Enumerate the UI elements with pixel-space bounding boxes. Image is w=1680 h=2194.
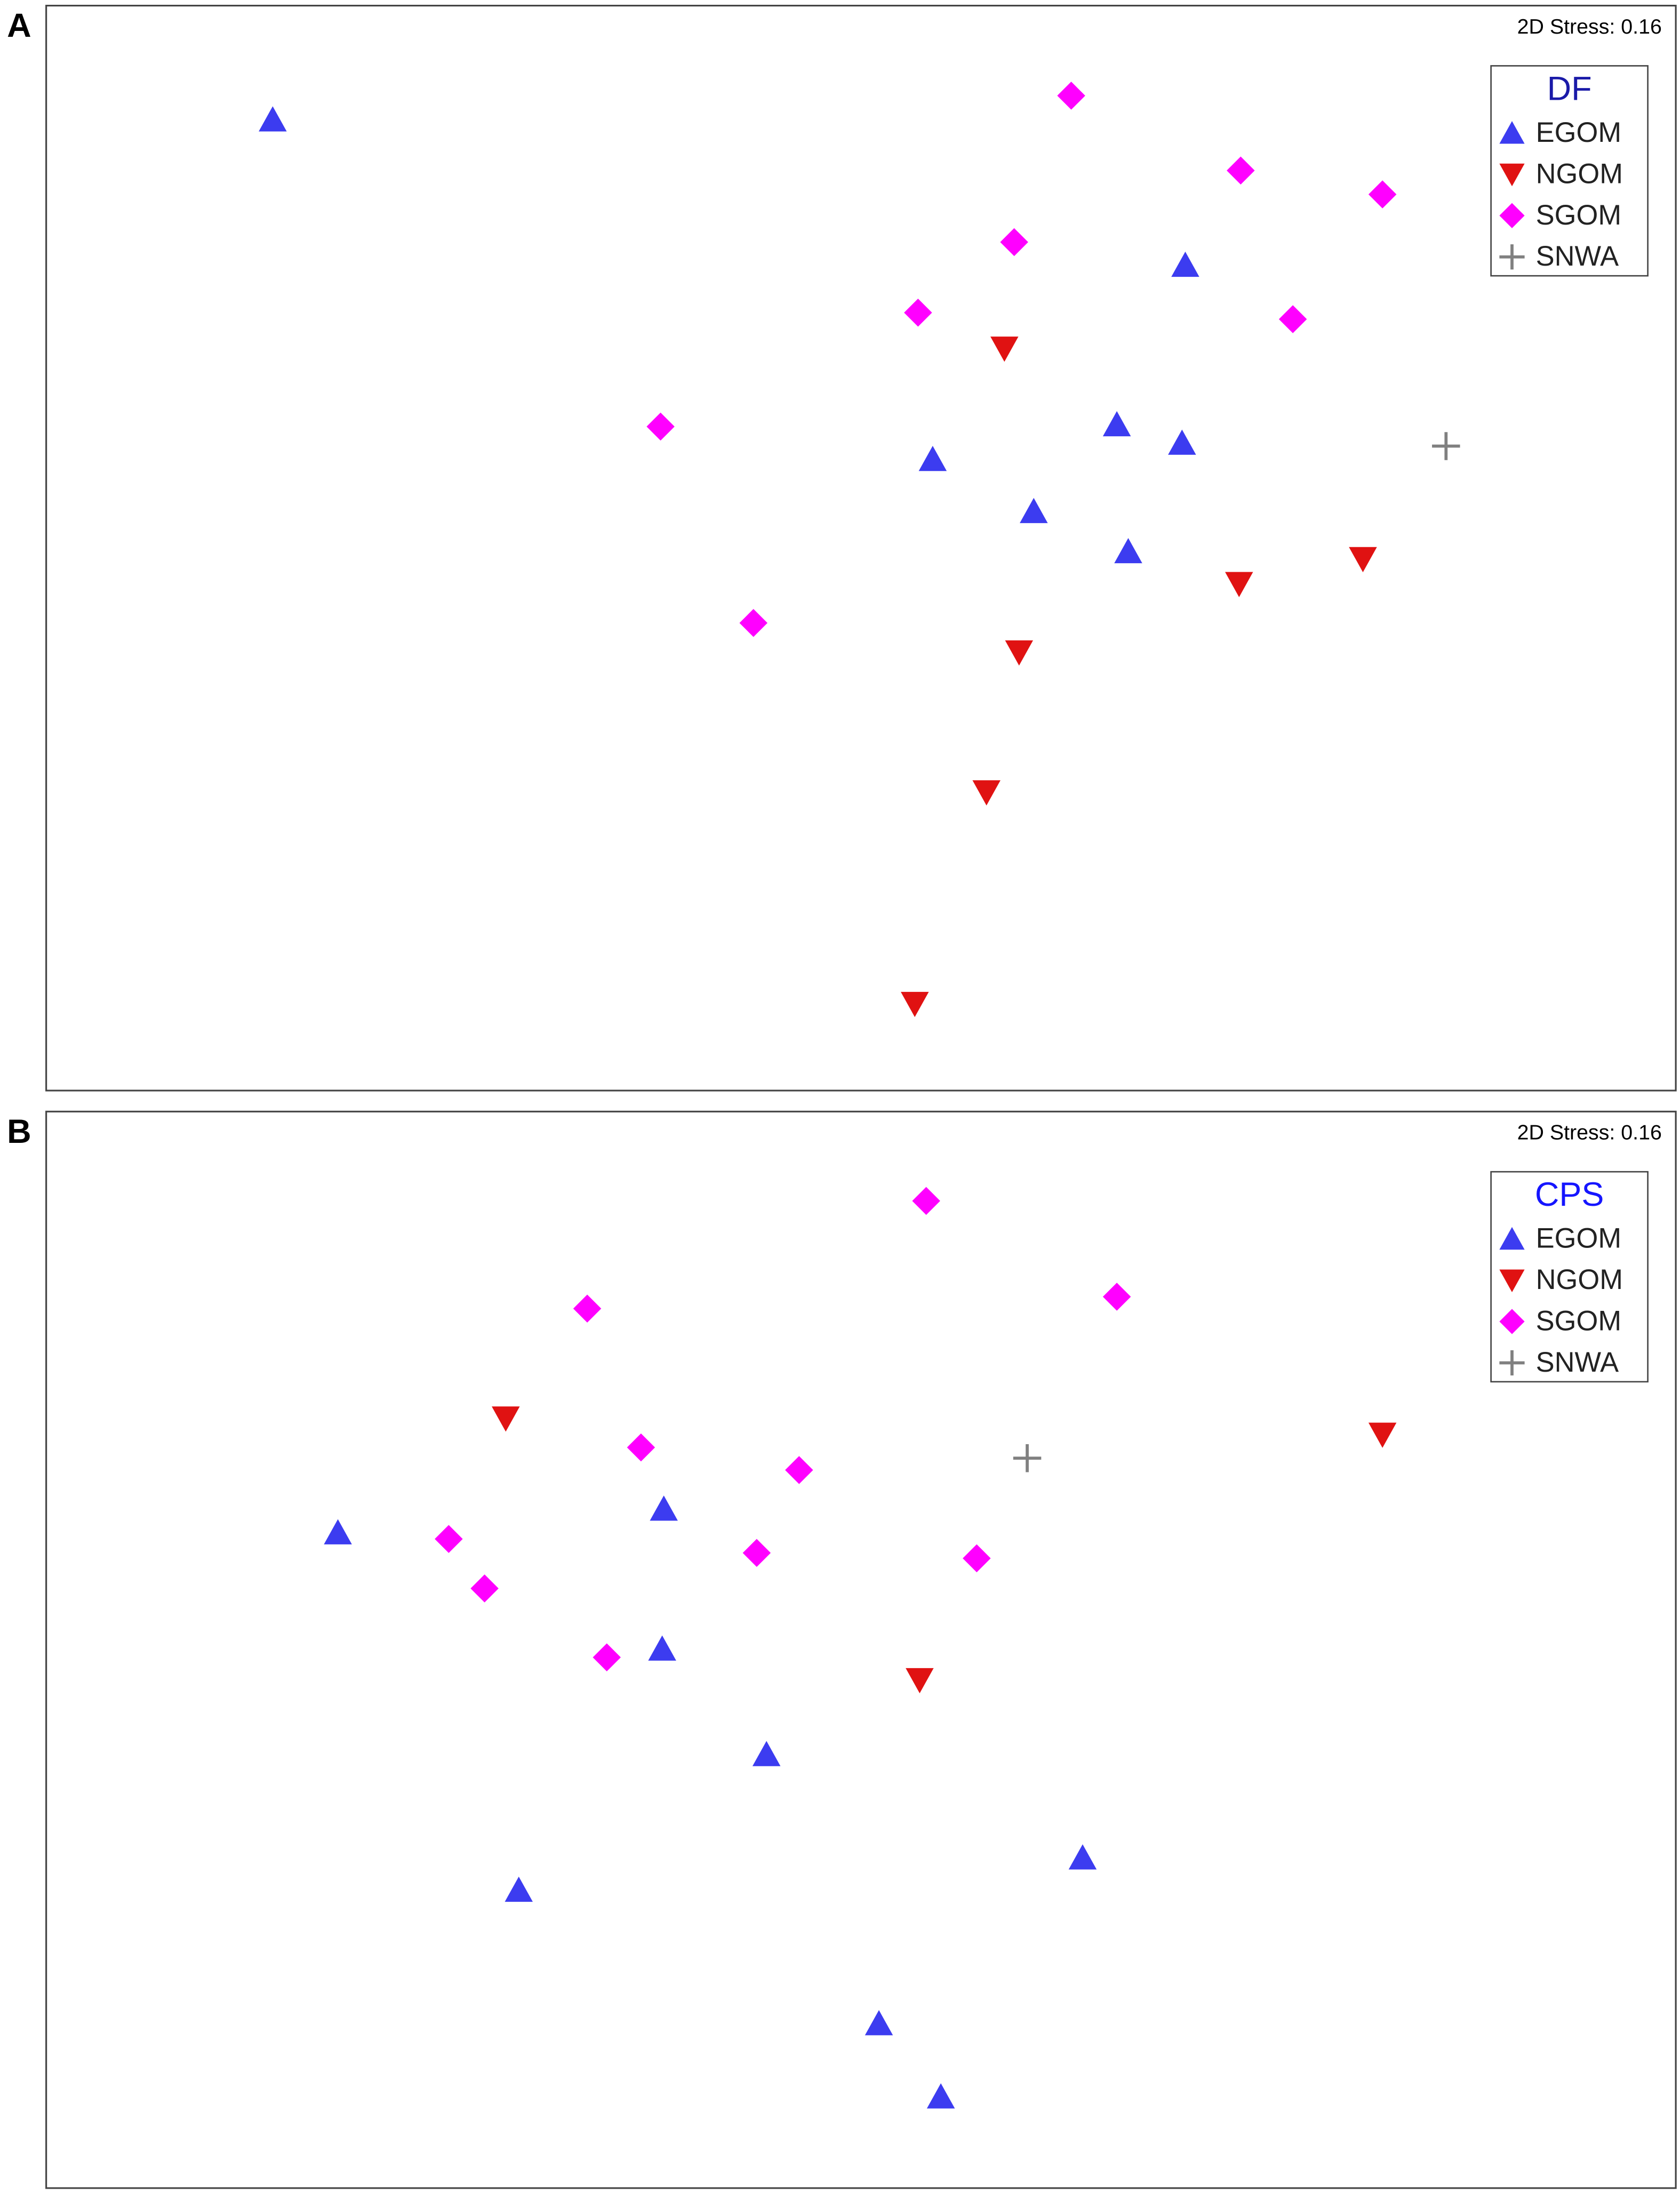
marker — [259, 106, 287, 132]
marker — [1349, 547, 1377, 573]
panel-label: A — [7, 7, 31, 44]
marker — [1499, 1350, 1525, 1376]
marker — [900, 991, 929, 1018]
marker — [1227, 156, 1255, 185]
marker — [963, 1544, 991, 1573]
marker — [1068, 1844, 1097, 1870]
marker — [573, 1294, 602, 1323]
marker — [1171, 251, 1199, 277]
marker — [1102, 1283, 1131, 1311]
marker — [1225, 572, 1253, 597]
marker — [742, 1539, 771, 1567]
legend-label: SGOM — [1536, 199, 1621, 231]
marker — [1368, 180, 1397, 209]
marker — [593, 1643, 621, 1671]
marker — [1499, 203, 1525, 228]
marker — [752, 1741, 781, 1766]
marker — [1114, 538, 1142, 564]
marker — [990, 337, 1019, 362]
marker — [1005, 640, 1034, 666]
marker — [648, 1635, 676, 1661]
marker — [918, 445, 947, 471]
legend-label: SNWA — [1536, 241, 1619, 272]
panel-label: B — [7, 1113, 31, 1150]
marker — [1499, 244, 1525, 270]
marker — [906, 1668, 934, 1694]
marker — [1000, 228, 1028, 257]
marker — [1278, 305, 1307, 333]
marker — [1499, 163, 1525, 187]
marker — [972, 780, 1001, 806]
marker — [912, 1187, 940, 1215]
legend-label: EGOM — [1536, 1223, 1621, 1254]
marker — [1499, 1227, 1525, 1250]
marker — [1499, 1309, 1525, 1334]
marker — [650, 1495, 678, 1521]
legend-box — [1490, 1171, 1649, 1383]
marker — [505, 1876, 533, 1902]
legend-title: DF — [1547, 70, 1592, 107]
marker — [646, 412, 675, 441]
marker — [785, 1456, 813, 1484]
marker — [627, 1433, 655, 1462]
marker — [1057, 82, 1085, 110]
marker — [435, 1525, 463, 1553]
stress-annotation: 2D Stress: 0.16 — [1517, 15, 1662, 38]
marker — [1020, 498, 1048, 523]
marker — [926, 2083, 955, 2109]
marker — [1499, 121, 1525, 144]
marker — [1432, 432, 1460, 460]
marker — [1102, 411, 1131, 437]
plot-frame — [45, 4, 1677, 1092]
marker — [492, 1406, 520, 1432]
legend-label: SNWA — [1536, 1347, 1619, 1378]
legend-label: NGOM — [1536, 1264, 1623, 1295]
marker — [739, 608, 767, 637]
marker — [1368, 1422, 1397, 1448]
legend-label: EGOM — [1536, 117, 1621, 148]
plot-frame — [45, 1110, 1677, 2189]
legend-label: NGOM — [1536, 158, 1623, 189]
marker — [1168, 429, 1196, 455]
stress-annotation: 2D Stress: 0.16 — [1517, 1121, 1662, 1144]
legend-title: CPS — [1535, 1176, 1604, 1213]
marker — [1499, 1269, 1525, 1293]
marker — [904, 299, 932, 327]
marker — [865, 2010, 893, 2036]
marker — [324, 1519, 352, 1544]
marker — [470, 1574, 499, 1603]
marker — [1013, 1444, 1042, 1472]
legend-label: SGOM — [1536, 1306, 1621, 1337]
